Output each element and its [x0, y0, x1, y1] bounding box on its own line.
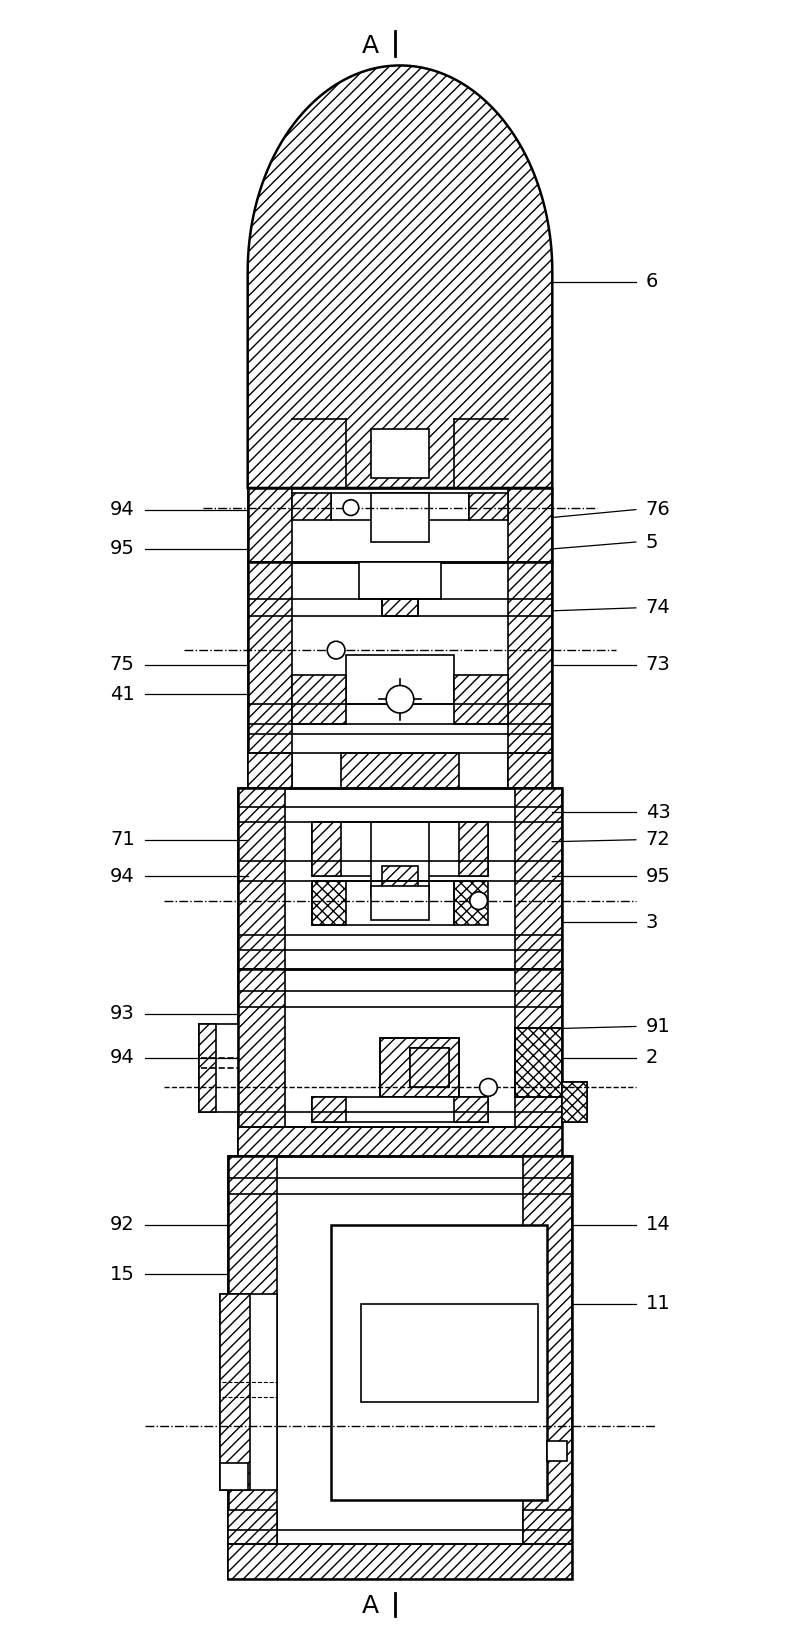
- Bar: [248, 562, 552, 788]
- Bar: [238, 970, 562, 1156]
- Bar: [515, 788, 562, 970]
- Bar: [370, 492, 430, 542]
- Bar: [380, 1037, 459, 1097]
- Text: 11: 11: [646, 1294, 670, 1313]
- Bar: [228, 1510, 277, 1579]
- Bar: [248, 562, 292, 788]
- Bar: [380, 1037, 459, 1097]
- Bar: [238, 788, 562, 970]
- Bar: [311, 823, 489, 876]
- Bar: [370, 823, 430, 895]
- Bar: [311, 881, 346, 925]
- Bar: [523, 1510, 572, 1579]
- Bar: [311, 1097, 489, 1122]
- Text: 3: 3: [646, 914, 658, 932]
- Bar: [238, 970, 285, 1156]
- Bar: [382, 600, 418, 616]
- Circle shape: [327, 641, 345, 659]
- Bar: [454, 881, 489, 925]
- Text: 6: 6: [646, 273, 658, 291]
- Bar: [410, 1047, 449, 1087]
- Bar: [228, 1156, 277, 1579]
- Bar: [562, 1082, 586, 1122]
- Text: 5: 5: [646, 532, 658, 552]
- Bar: [469, 492, 508, 520]
- Bar: [220, 1294, 277, 1490]
- Bar: [459, 823, 489, 876]
- Bar: [454, 674, 508, 724]
- Bar: [515, 970, 562, 1156]
- Circle shape: [470, 892, 487, 910]
- Bar: [331, 1224, 547, 1500]
- Text: 72: 72: [646, 831, 670, 849]
- Bar: [508, 753, 552, 788]
- Bar: [292, 492, 331, 520]
- Bar: [370, 885, 430, 920]
- Bar: [248, 487, 552, 562]
- Bar: [341, 753, 459, 788]
- Text: 94: 94: [110, 867, 134, 885]
- Text: 94: 94: [110, 501, 134, 519]
- Bar: [547, 1441, 567, 1460]
- Text: 91: 91: [646, 1018, 670, 1036]
- Bar: [238, 1127, 562, 1156]
- Bar: [331, 492, 469, 520]
- Text: 95: 95: [646, 867, 670, 885]
- Circle shape: [343, 501, 358, 515]
- Bar: [198, 1024, 216, 1112]
- Text: 73: 73: [646, 656, 670, 674]
- Bar: [248, 753, 292, 788]
- Bar: [311, 1097, 346, 1122]
- Text: 71: 71: [110, 831, 134, 849]
- Bar: [508, 487, 552, 562]
- Bar: [248, 487, 292, 562]
- Text: 43: 43: [646, 803, 670, 821]
- Bar: [346, 656, 454, 704]
- Bar: [311, 823, 341, 876]
- Bar: [562, 1082, 586, 1122]
- Text: 92: 92: [110, 1216, 134, 1234]
- Polygon shape: [248, 66, 552, 487]
- Bar: [515, 1029, 562, 1097]
- Bar: [238, 788, 285, 970]
- Text: 75: 75: [110, 656, 134, 674]
- Bar: [361, 1303, 538, 1403]
- Text: A: A: [362, 1594, 379, 1619]
- Text: A: A: [362, 33, 379, 58]
- Bar: [410, 1047, 449, 1087]
- Bar: [292, 674, 346, 724]
- Bar: [382, 600, 418, 616]
- Bar: [220, 1462, 248, 1490]
- Circle shape: [479, 1079, 498, 1097]
- Circle shape: [386, 686, 414, 714]
- Text: 95: 95: [110, 540, 134, 558]
- Bar: [370, 430, 430, 477]
- Text: 41: 41: [110, 686, 134, 704]
- Bar: [454, 1097, 489, 1122]
- Bar: [228, 1545, 572, 1579]
- Bar: [515, 1029, 562, 1097]
- Bar: [220, 1294, 250, 1490]
- Text: 74: 74: [646, 598, 670, 618]
- Text: 14: 14: [646, 1216, 670, 1234]
- Bar: [228, 1156, 572, 1579]
- Bar: [382, 866, 418, 890]
- Bar: [311, 881, 454, 925]
- Text: 2: 2: [646, 1049, 658, 1067]
- Text: 94: 94: [110, 1049, 134, 1067]
- Text: 15: 15: [110, 1264, 134, 1284]
- Bar: [523, 1156, 572, 1579]
- Text: 93: 93: [110, 1004, 134, 1023]
- Text: 76: 76: [646, 501, 670, 519]
- Bar: [198, 1024, 238, 1112]
- Bar: [508, 562, 552, 788]
- Bar: [358, 562, 442, 600]
